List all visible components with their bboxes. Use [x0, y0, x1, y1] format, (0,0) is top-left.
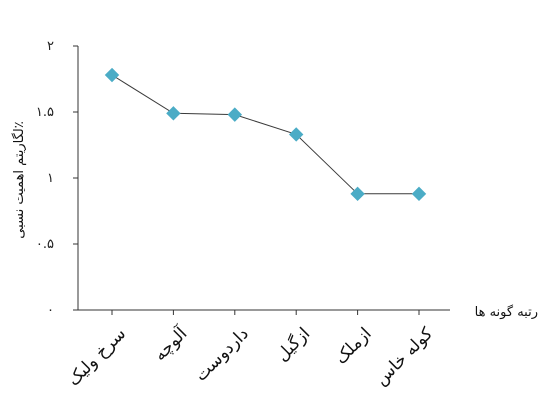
data-point-marker	[166, 106, 181, 121]
series-line	[111, 74, 419, 195]
x-category-label: سرخ ولیک	[64, 324, 130, 390]
data-point-marker	[104, 67, 120, 83]
x-category-label: آلوچه	[149, 322, 193, 366]
x-category-label: ازگیل	[272, 323, 314, 365]
y-axis-title: لگاریتم اهمیت نسبی٪	[11, 121, 27, 238]
x-category-label: ازملک	[331, 324, 375, 368]
y-tick-label: ۲	[47, 39, 54, 54]
y-ticks: ۰ ۰.۵ ۱ ۱.۵ ۲	[36, 39, 78, 318]
data-point-marker	[288, 127, 304, 142]
x-category-label: کوله خاس	[371, 323, 437, 389]
y-tick-label: ۰.۵	[36, 237, 54, 252]
y-tick-label: ۱.۵	[36, 105, 54, 120]
data-point-marker	[350, 186, 365, 202]
chart-axes	[77, 46, 450, 311]
data-point-marker	[227, 107, 243, 122]
x-ticks	[111, 310, 420, 315]
x-axis-title: رتبه گونه ها	[475, 304, 538, 320]
x-category-label: داردوست	[191, 324, 253, 386]
series-markers	[104, 67, 427, 202]
data-point-marker	[411, 186, 427, 202]
y-tick-label: ۱	[47, 171, 54, 186]
y-tick-label: ۰	[47, 303, 54, 318]
